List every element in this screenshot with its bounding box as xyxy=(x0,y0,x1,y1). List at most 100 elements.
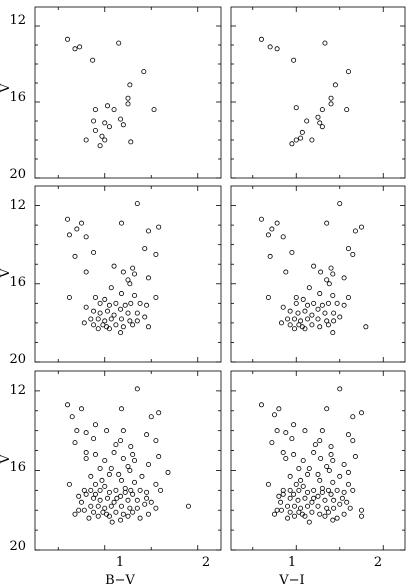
data-point xyxy=(319,485,325,491)
data-point xyxy=(120,324,126,330)
data-point xyxy=(306,519,312,525)
data-point xyxy=(315,316,321,322)
data-point xyxy=(116,471,122,477)
data-point xyxy=(324,406,330,412)
data-point xyxy=(125,513,131,519)
data-point xyxy=(350,438,356,444)
data-point xyxy=(317,438,323,444)
data-point xyxy=(92,481,98,487)
data-point xyxy=(317,477,323,483)
data-point xyxy=(350,251,356,257)
data-point xyxy=(128,444,134,450)
data-point xyxy=(287,509,293,515)
data-point xyxy=(66,481,72,487)
data-point xyxy=(109,519,115,525)
data-point xyxy=(92,452,98,458)
xlabel-vi: V−I xyxy=(278,573,304,586)
data-point xyxy=(105,495,111,501)
data-point xyxy=(66,232,72,238)
data-point xyxy=(79,406,85,412)
data-point xyxy=(302,428,308,434)
data-point xyxy=(328,444,334,450)
data-point xyxy=(265,232,271,238)
data-point xyxy=(81,487,87,493)
data-point xyxy=(330,293,336,299)
data-point xyxy=(309,137,315,143)
data-point xyxy=(345,469,351,475)
data-point xyxy=(319,302,325,308)
data-point xyxy=(151,107,157,113)
data-point xyxy=(298,505,304,511)
data-point xyxy=(99,477,105,483)
data-point xyxy=(328,95,334,101)
data-point xyxy=(292,513,298,519)
data-point xyxy=(92,294,98,300)
data-point xyxy=(293,137,299,143)
data-point xyxy=(142,246,148,252)
data-point xyxy=(156,454,162,460)
data-point xyxy=(106,124,112,130)
data-point xyxy=(137,487,143,493)
data-point xyxy=(341,461,347,467)
data-point xyxy=(269,440,275,446)
data-point xyxy=(81,507,87,513)
data-point xyxy=(83,450,89,456)
data-point xyxy=(283,456,289,462)
data-point xyxy=(120,269,126,275)
data-point xyxy=(328,452,334,458)
data-point xyxy=(88,503,94,509)
data-point xyxy=(125,95,131,101)
data-point xyxy=(79,220,85,226)
data-point xyxy=(97,310,103,316)
data-point xyxy=(330,457,336,463)
data-point xyxy=(100,322,106,328)
data-point xyxy=(106,471,112,477)
data-point xyxy=(326,467,332,473)
data-point xyxy=(125,310,131,316)
data-point xyxy=(315,493,321,499)
data-point xyxy=(317,120,323,126)
panel-r2-vi xyxy=(230,185,406,363)
data-point xyxy=(299,511,305,517)
data-point xyxy=(337,473,343,479)
data-point xyxy=(130,491,136,497)
data-point xyxy=(65,216,71,222)
xtick-label-vi-2: 2 xyxy=(374,555,382,570)
data-point xyxy=(88,473,94,479)
panel-frame xyxy=(230,370,406,551)
data-point xyxy=(324,463,330,469)
data-point xyxy=(280,450,286,456)
data-point xyxy=(322,310,328,316)
data-point xyxy=(358,513,364,519)
data-point xyxy=(130,322,136,328)
data-point xyxy=(322,513,328,519)
data-point xyxy=(318,269,324,275)
data-point xyxy=(280,487,286,493)
data-point xyxy=(306,285,312,291)
data-point xyxy=(148,499,154,505)
data-point xyxy=(330,271,336,277)
panel-frame xyxy=(34,370,222,551)
data-point xyxy=(311,263,317,269)
data-point xyxy=(65,36,71,42)
data-point xyxy=(83,304,89,310)
data-point xyxy=(95,513,101,519)
data-point xyxy=(153,505,159,511)
data-point xyxy=(330,479,336,485)
data-point xyxy=(269,226,275,232)
panel-r3-bv xyxy=(34,370,222,551)
ytick-label-r2-12: 12 xyxy=(9,198,26,213)
data-point xyxy=(302,495,308,501)
data-point xyxy=(312,442,318,448)
data-point xyxy=(97,143,103,149)
data-point xyxy=(106,489,112,495)
panel-r2-bv xyxy=(34,185,222,363)
data-point xyxy=(287,308,293,314)
data-point xyxy=(283,269,289,275)
data-point xyxy=(118,503,124,509)
data-point xyxy=(337,201,343,207)
data-point xyxy=(102,457,108,463)
data-point xyxy=(306,465,312,471)
data-point xyxy=(108,503,114,509)
data-point xyxy=(332,82,338,88)
